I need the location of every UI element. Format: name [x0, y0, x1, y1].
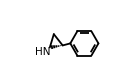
Text: HN: HN [35, 47, 50, 57]
